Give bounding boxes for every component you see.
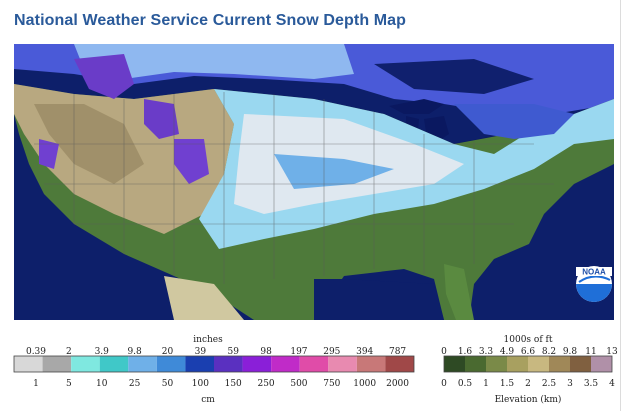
snow-legend-bottom-label: 25: [129, 379, 141, 389]
elev-legend-swatch: [528, 356, 549, 372]
snow-legend-top-label: 20: [162, 347, 174, 357]
svg-text:NOAA: NOAA: [582, 268, 606, 277]
snow-legend-bottom-label: 2000: [386, 379, 409, 389]
elev-legend-swatch: [549, 356, 570, 372]
snow-legend-top-label: 0.39: [26, 347, 46, 357]
snow-legend-swatch: [299, 356, 329, 372]
elev-legend-bottom-label: 3: [567, 379, 573, 389]
snow-legend: inches 0.39 2 3.9 9.8 20 39 59 98 197 295 394 787 1…: [13, 335, 415, 405]
elev-legend-bottom-label: 1: [483, 379, 489, 389]
snow-legend-swatch: [128, 356, 157, 372]
snow-legend-swatch: [99, 356, 129, 372]
snow-legend-swatch: [71, 356, 100, 372]
snow-legend-top-label: 59: [227, 347, 239, 357]
elev-legend-top-label: 4.9: [500, 347, 515, 357]
snow-legend-bottom-label: 1000: [353, 379, 376, 389]
elev-legend-top-label: 8.2: [542, 347, 556, 357]
elev-legend-bottom-label: 0.5: [458, 379, 473, 389]
elev-legend-bottom-label: 2: [525, 379, 531, 389]
map-image: NOAA: [14, 44, 614, 320]
snow-legend-top-label: 295: [323, 347, 340, 357]
elev-legend-top-label: 6.6: [521, 347, 536, 357]
snow-legend-swatch: [385, 356, 414, 372]
snow-legend-top-label: 394: [356, 347, 373, 357]
snow-legend-bottom-label: 100: [192, 379, 209, 389]
snow-legend-top-label: 787: [389, 347, 406, 357]
snow-legend-top-label: 2: [66, 347, 72, 357]
snow-legend-swatch: [271, 356, 300, 372]
elev-legend-swatch: [444, 356, 465, 372]
snow-legend-title: inches: [193, 335, 223, 345]
elev-legend-top-label: 11: [585, 347, 596, 357]
snow-legend-unit: cm: [201, 395, 215, 405]
elev-legend-top-label: 13: [606, 347, 618, 357]
snow-legend-bottom-label: 5: [66, 379, 72, 389]
elev-legend-top-label: 3.3: [479, 347, 494, 357]
elev-legend-unit: Elevation (km): [495, 394, 562, 405]
elev-legend-bottom-label: 0: [441, 379, 447, 389]
snow-legend-top-label: 98: [260, 347, 272, 357]
snow-legend-swatch: [214, 356, 243, 372]
elev-legend-bottom-label: 4: [609, 379, 615, 389]
snow-legend-swatch: [185, 356, 214, 372]
snow-legend-swatch: [42, 356, 72, 372]
elev-legend-bottom-label: 2.5: [542, 379, 557, 389]
snow-depth-map: NOAA: [14, 44, 614, 320]
elevation-legend: 1000s of ft 0 1.6 3.3 4.9 6.6 8.2 9.8 11 13 0 0.5…: [441, 335, 618, 405]
snow-legend-bottom-label: 150: [225, 379, 242, 389]
snow-legend-swatch: [242, 356, 272, 372]
snow-legend-swatch: [156, 356, 186, 372]
elev-legend-swatch: [507, 356, 528, 372]
elev-legend-top-label: 9.8: [563, 347, 578, 357]
snow-legend-bottom-label: 1: [33, 379, 39, 389]
elev-legend-swatch: [486, 356, 507, 372]
snow-legend-top-label: 197: [290, 347, 307, 357]
elev-legend-swatch: [570, 356, 591, 372]
elev-legend-bottom-label: 1.5: [500, 379, 515, 389]
snow-legend-bottom-label: 500: [290, 379, 307, 389]
snow-legend-bottom-label: 50: [162, 379, 174, 389]
snow-legend-swatch: [356, 356, 386, 372]
page-title: National Weather Service Current Snow De…: [14, 12, 407, 29]
elev-legend-swatch: [465, 356, 486, 372]
page-border: [620, 0, 621, 411]
elev-legend-swatch: [591, 356, 612, 372]
snow-legend-frame: [13, 355, 415, 373]
elev-legend-title: 1000s of ft: [504, 335, 553, 345]
snow-legend-top-label: 39: [195, 347, 207, 357]
elev-legend-frame: [443, 355, 613, 373]
snow-legend-swatch: [328, 356, 357, 372]
snow-legend-top-label: 9.8: [127, 347, 142, 357]
elev-legend-top-label: 0: [441, 347, 447, 357]
snow-legend-bottom-label: 750: [323, 379, 340, 389]
snow-legend-bottom-label: 250: [257, 379, 274, 389]
elev-legend-bottom-label: 3.5: [584, 379, 599, 389]
snow-legend-bottom-label: 10: [96, 379, 108, 389]
legend-area: inches 0.39 2 3.9 9.8 20 39 59 98 197 295 394 787 1…: [0, 322, 626, 411]
snow-legend-swatch: [14, 356, 43, 372]
noaa-logo: NOAA: [576, 266, 612, 302]
snow-legend-top-label: 3.9: [95, 347, 110, 357]
elev-legend-top-label: 1.6: [458, 347, 473, 357]
